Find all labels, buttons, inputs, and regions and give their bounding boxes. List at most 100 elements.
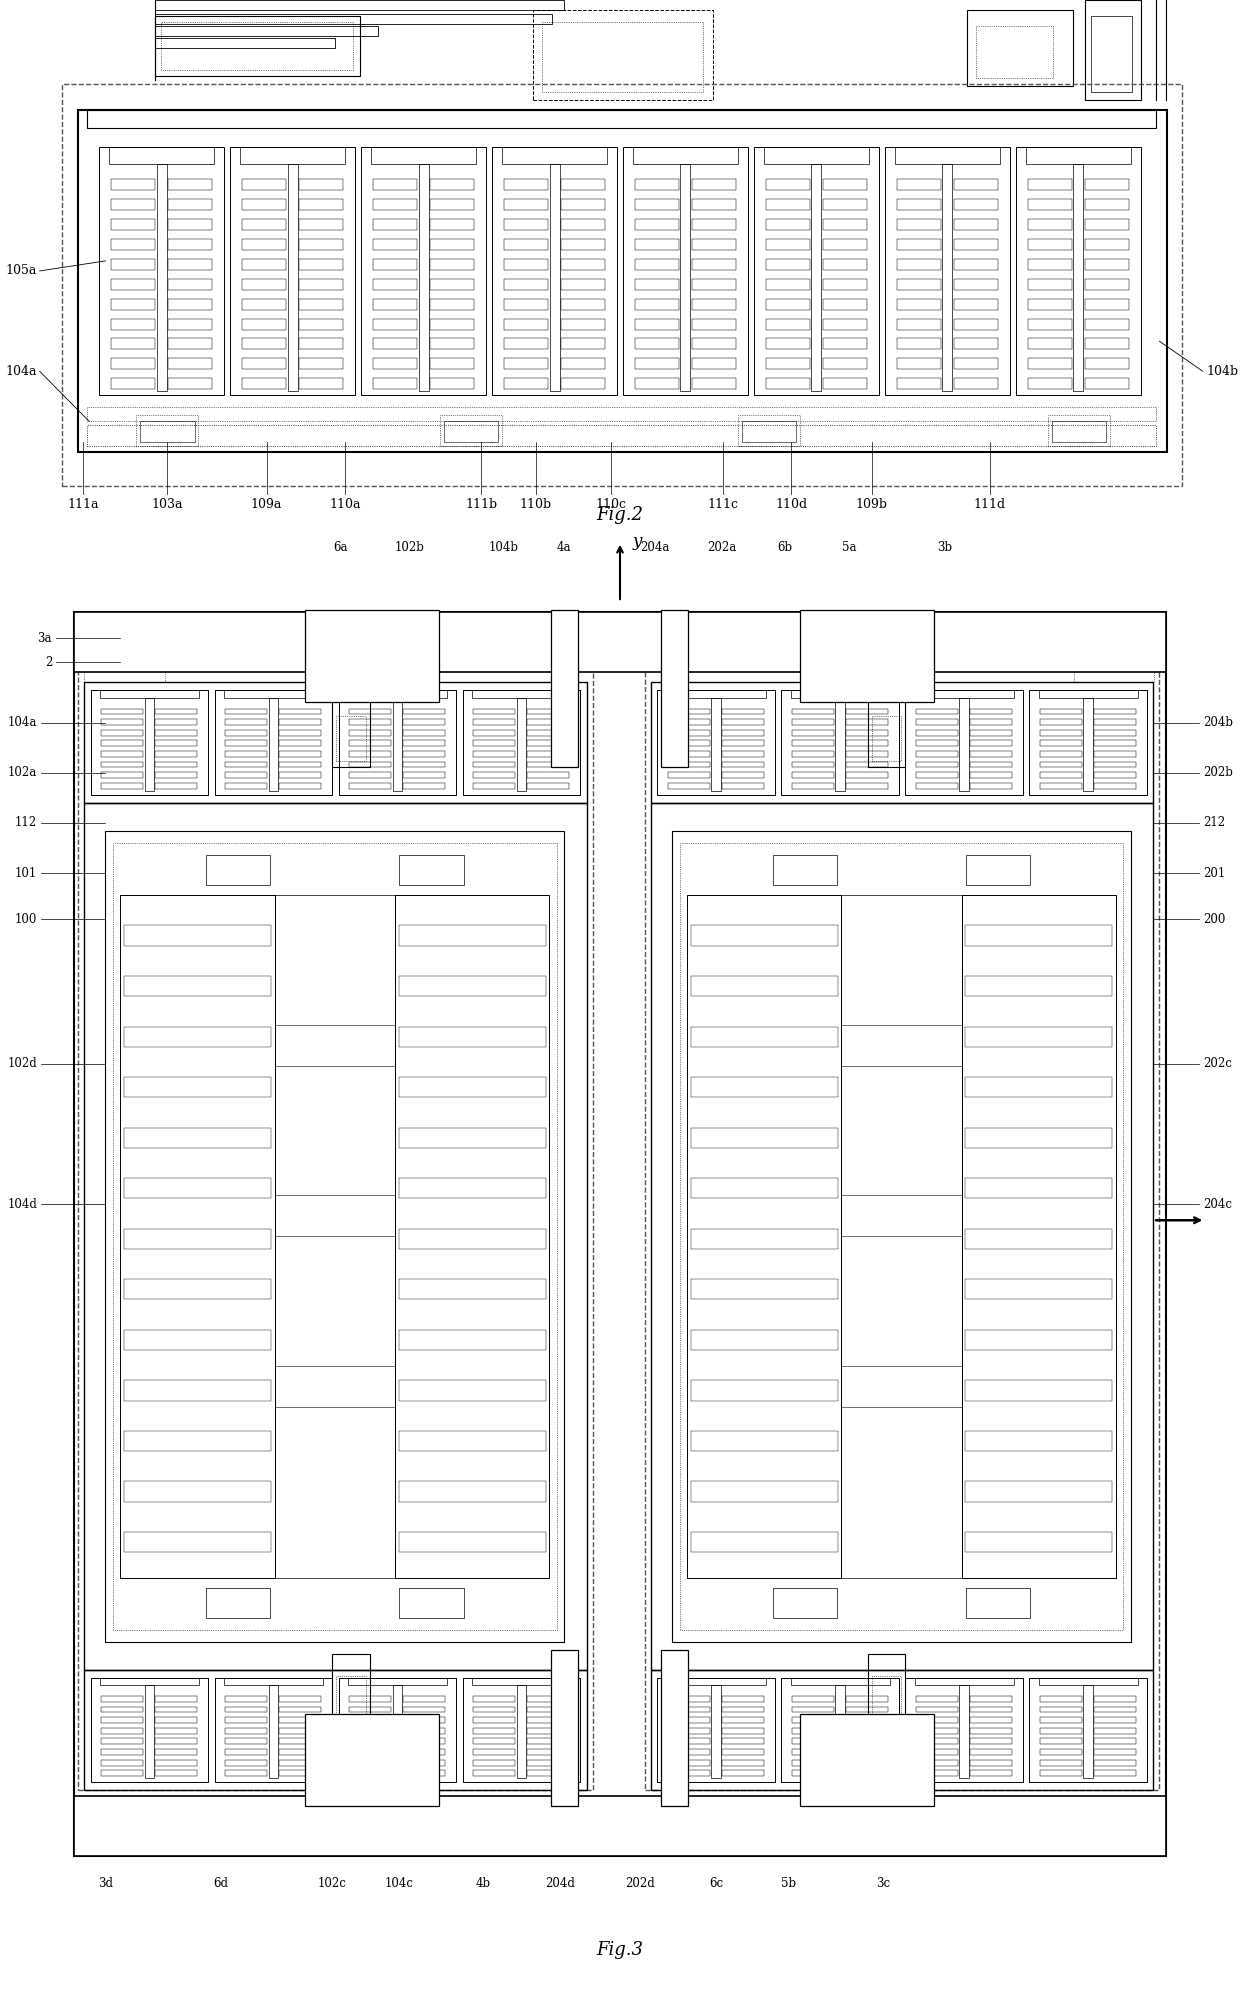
Bar [503, 279, 548, 289]
Bar [527, 1738, 569, 1744]
Bar [503, 199, 548, 211]
Bar [792, 1696, 835, 1702]
Bar [350, 719, 392, 725]
Bar [905, 690, 1023, 795]
Bar [155, 741, 197, 747]
Bar [560, 219, 605, 229]
Bar [279, 719, 321, 725]
Bar [371, 147, 476, 165]
Bar [336, 716, 366, 761]
Bar [765, 299, 810, 309]
Bar [692, 299, 737, 309]
Bar [692, 259, 737, 269]
Text: 104a: 104a [7, 716, 37, 729]
Bar [846, 761, 888, 767]
Bar [846, 773, 888, 779]
Bar [692, 219, 737, 229]
Bar [765, 259, 810, 269]
Bar [299, 239, 343, 249]
Bar [916, 719, 959, 725]
Bar [399, 1588, 464, 1618]
Bar [916, 1738, 959, 1744]
Bar [527, 741, 569, 747]
Bar [1085, 359, 1130, 369]
Bar [1040, 719, 1083, 725]
Bar [226, 751, 268, 757]
Bar [124, 1178, 272, 1198]
Bar [1048, 415, 1110, 446]
Bar [1040, 751, 1083, 757]
Bar [1084, 698, 1092, 791]
Bar [503, 339, 548, 349]
Bar [403, 1718, 445, 1724]
Bar [846, 1718, 888, 1724]
Bar [691, 1381, 838, 1401]
Bar [124, 1481, 272, 1501]
Bar [124, 1128, 272, 1148]
Text: 104d: 104d [7, 1198, 37, 1210]
Bar [954, 259, 998, 269]
Bar [403, 719, 445, 725]
Bar [1094, 1728, 1136, 1734]
Bar [74, 612, 1166, 672]
Bar [954, 279, 998, 289]
Bar [822, 239, 867, 249]
Bar [635, 299, 680, 309]
Bar [474, 708, 516, 714]
Bar [722, 1748, 764, 1754]
Bar [288, 165, 298, 391]
Bar [1040, 1696, 1083, 1702]
Text: 6d: 6d [213, 1877, 228, 1889]
Bar [113, 843, 557, 1630]
Bar [399, 855, 464, 885]
Bar [167, 299, 212, 309]
Bar [503, 239, 548, 249]
Bar [954, 199, 998, 211]
Bar [463, 690, 580, 795]
Bar [712, 698, 720, 791]
Text: 101: 101 [15, 867, 37, 879]
Bar [808, 1724, 926, 1800]
Bar [691, 1481, 838, 1501]
Bar [403, 1728, 445, 1734]
Bar [124, 1531, 272, 1551]
Bar [668, 1696, 711, 1702]
Bar [781, 1678, 899, 1782]
Bar [155, 708, 197, 714]
Bar [897, 279, 941, 289]
Bar [773, 1588, 837, 1618]
Bar [800, 610, 934, 702]
Bar [350, 1718, 392, 1724]
Text: 6b: 6b [777, 542, 792, 554]
Text: 4a: 4a [557, 542, 572, 554]
Bar [822, 279, 867, 289]
Bar [622, 147, 748, 395]
Bar [109, 147, 215, 165]
Bar [275, 1196, 394, 1236]
Bar [560, 359, 605, 369]
Bar [954, 179, 998, 191]
Bar [155, 1706, 197, 1712]
Bar [668, 1706, 711, 1712]
Bar [965, 1278, 1112, 1299]
Text: 110a: 110a [329, 498, 361, 510]
Bar [765, 239, 810, 249]
Bar [1094, 1738, 1136, 1744]
Bar [403, 1748, 445, 1754]
Bar [1085, 299, 1130, 309]
Bar [1094, 1770, 1136, 1776]
Bar [970, 783, 1012, 789]
Bar [91, 1678, 208, 1782]
Bar [965, 1431, 1112, 1451]
Text: Fig.2: Fig.2 [596, 506, 644, 524]
Bar [692, 319, 737, 329]
Bar [167, 339, 212, 349]
Bar [765, 379, 810, 389]
Bar [430, 219, 475, 229]
Bar [242, 359, 286, 369]
Bar [279, 751, 321, 757]
Bar [110, 199, 155, 211]
Bar [691, 1178, 838, 1198]
Bar [403, 741, 445, 747]
Bar [916, 1748, 959, 1754]
